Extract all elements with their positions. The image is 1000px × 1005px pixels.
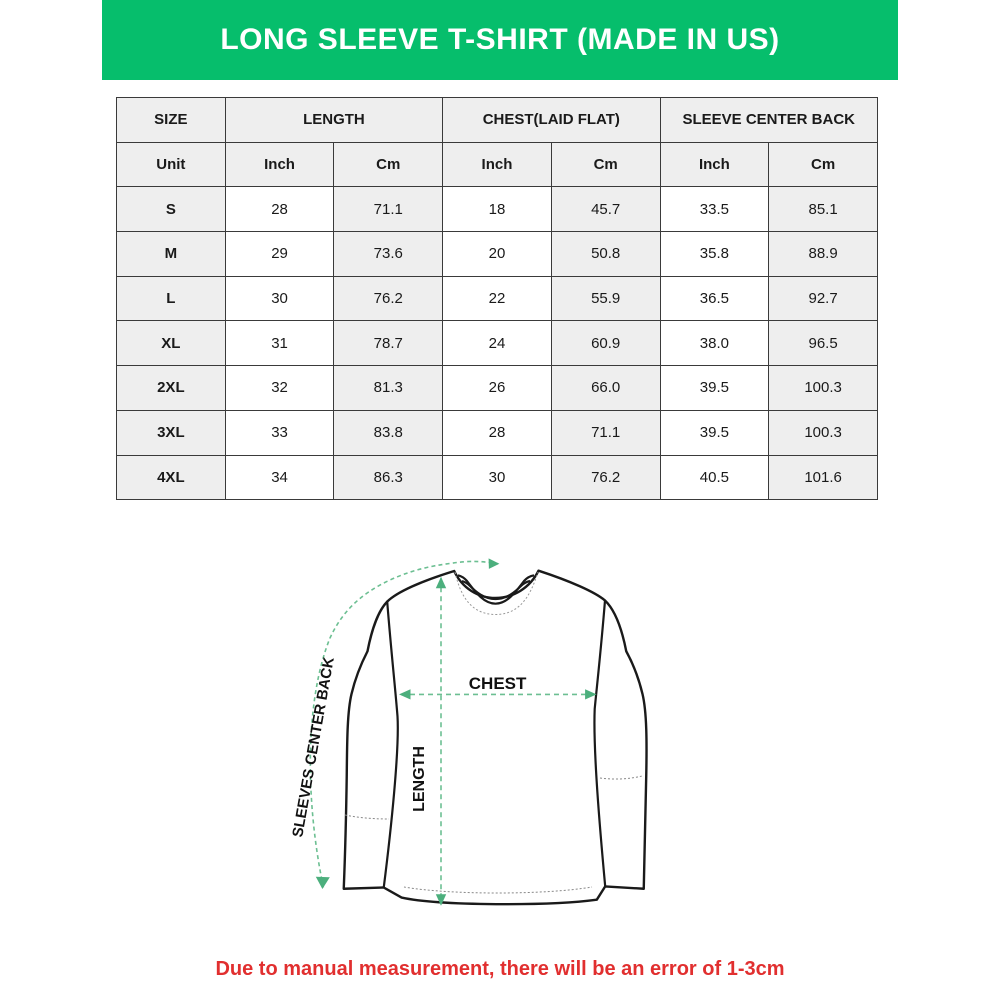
svg-text:SLEEVES CENTER BACK: SLEEVES CENTER BACK	[289, 656, 337, 839]
svg-text:CHEST: CHEST	[469, 674, 527, 693]
svg-text:LENGTH: LENGTH	[411, 746, 428, 812]
